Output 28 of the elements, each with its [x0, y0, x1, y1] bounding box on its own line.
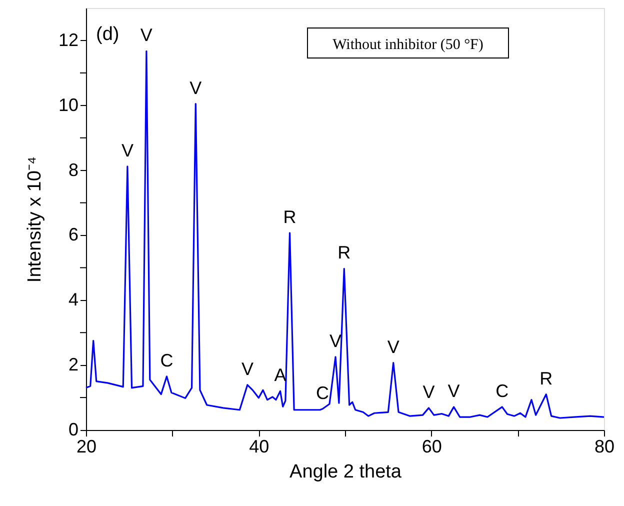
y-tick-label: 6: [68, 224, 78, 245]
annotation: Without inhibitor (50 °F): [332, 37, 484, 53]
y-tick-label: 2: [68, 354, 78, 375]
annotation: V: [241, 358, 254, 379]
x-tick-label: 20: [76, 436, 97, 456]
x-tick-label: 80: [594, 436, 615, 456]
annotation: R: [283, 206, 296, 227]
annotation: V: [140, 25, 152, 46]
annotation: R: [338, 242, 351, 263]
y-tick-label: 12: [58, 30, 78, 50]
x-tick-label: 60: [422, 436, 442, 456]
annotation: C: [316, 382, 330, 403]
annotation: C: [160, 350, 174, 370]
annotation: R: [540, 368, 553, 388]
annotation: V: [121, 140, 134, 160]
annotation: V: [448, 380, 460, 401]
x-tick-label: 40: [249, 436, 270, 456]
annotation: V: [190, 78, 202, 98]
annotation: V: [422, 382, 435, 402]
y-tick-label: 4: [68, 290, 78, 310]
annotation: C: [496, 380, 509, 401]
y-tick-label: 10: [58, 94, 78, 115]
y-tick-label: 8: [68, 160, 78, 180]
annotation: (d): [96, 24, 120, 45]
y-axis-title: Intensity x 10⁻⁴: [24, 156, 46, 283]
x-axis-title: Angle 2 theta: [290, 462, 402, 482]
annotation: V: [387, 336, 400, 357]
y-tick-label: 0: [68, 420, 78, 440]
